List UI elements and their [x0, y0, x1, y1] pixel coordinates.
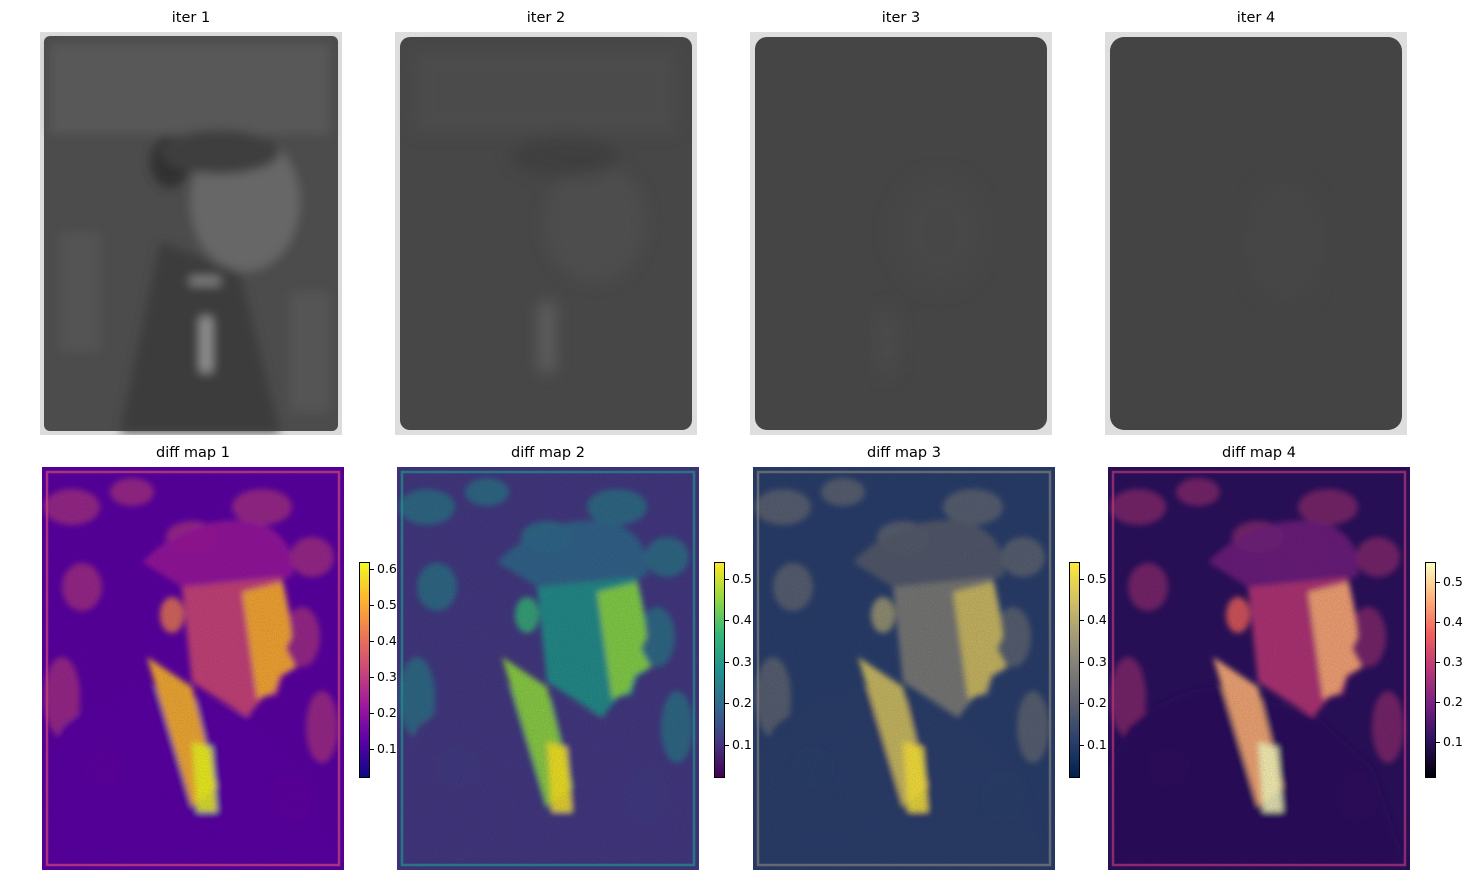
colorbar-2-tick-label: 0.2	[732, 695, 752, 710]
colorbar-4-tick-mark	[1436, 742, 1440, 743]
colorbar-4-tick-label: 0.4	[1443, 614, 1463, 629]
colorbar-3-tick-label: 0.2	[1087, 695, 1107, 710]
iter-image-3	[750, 32, 1052, 435]
diff-map-1	[42, 467, 344, 870]
iter-image-1	[40, 32, 342, 435]
heatmap-noise	[42, 467, 344, 870]
colorbar-4	[1425, 562, 1436, 778]
panel-title-iter-3: iter 3	[881, 10, 921, 26]
iter-image-4	[1105, 32, 1407, 435]
colorbar-1	[359, 562, 370, 778]
colorbar-1-tick-mark	[370, 605, 374, 606]
colorbar-1-tick-label: 0.6	[377, 561, 397, 576]
colorbar-1-tick-label: 0.3	[377, 669, 397, 684]
colorbar-1-tick-mark	[370, 713, 374, 714]
diff-map-4	[1108, 467, 1410, 870]
diff-map-3-svg	[753, 467, 1055, 870]
colorbar-2-tick-label: 0.4	[732, 612, 752, 627]
colorbar-4-tick-label: 0.1	[1443, 734, 1463, 749]
colorbar-2-tick-mark	[725, 662, 729, 663]
heatmap-noise	[397, 467, 699, 870]
colorbar-4-tick-label: 0.2	[1443, 694, 1463, 709]
colorbar-3-tick-mark	[1080, 620, 1084, 621]
iter-image-2	[395, 32, 697, 435]
diff-map-2	[397, 467, 699, 870]
colorbar-3-tick-mark	[1080, 662, 1084, 663]
heatmap-frame	[1111, 470, 1407, 867]
colorbar-4-tick-label: 0.3	[1443, 654, 1463, 669]
panel-title-diff-map-3: diff map 3	[867, 445, 941, 461]
iter-image-3-svg	[750, 32, 1052, 435]
heatmap-frame	[45, 470, 341, 867]
heatmap-frame	[756, 470, 1052, 867]
colorbar-1-tick-label: 0.4	[377, 633, 397, 648]
colorbar-2	[714, 562, 725, 778]
panel-title-iter-2: iter 2	[526, 10, 566, 26]
panel-title-iter-1: iter 1	[171, 10, 211, 26]
colorbar-1-tick-mark	[370, 749, 374, 750]
colorbar-3-tick-label: 0.1	[1087, 737, 1107, 752]
colorbar-1-tick-label: 0.2	[377, 705, 397, 720]
diff-map-3	[753, 467, 1055, 870]
panel-title-iter-4: iter 4	[1236, 10, 1276, 26]
colorbar-4-tick-label: 0.5	[1443, 574, 1463, 589]
colorbar-2-tick-label: 0.5	[732, 571, 752, 586]
heatmap-frame	[400, 470, 696, 867]
colorbar-3-tick-mark	[1080, 745, 1084, 746]
colorbar-1-tick-label: 0.1	[377, 741, 397, 756]
diff-map-4-svg	[1108, 467, 1410, 870]
panel-title-diff-map-2: diff map 2	[511, 445, 585, 461]
colorbar-4-tick-mark	[1436, 662, 1440, 663]
colorbar-3-tick-mark	[1080, 579, 1084, 580]
colorbar-3-tick-label: 0.3	[1087, 654, 1107, 669]
iter-image-4-svg	[1105, 32, 1407, 435]
colorbar-4-tick-mark	[1436, 622, 1440, 623]
colorbar-2-tick-mark	[725, 703, 729, 704]
iter-image-1-svg	[40, 32, 342, 435]
panel-title-diff-map-1: diff map 1	[156, 445, 230, 461]
colorbar-1-tick-mark	[370, 677, 374, 678]
colorbar-2-tick-mark	[725, 620, 729, 621]
colorbar-3	[1069, 562, 1080, 778]
colorbar-4-tick-mark	[1436, 582, 1440, 583]
iter-image-2-svg	[395, 32, 697, 435]
colorbar-3-tick-label: 0.5	[1087, 571, 1107, 586]
panel-title-diff-map-4: diff map 4	[1222, 445, 1296, 461]
colorbar-2-tick-label: 0.1	[732, 737, 752, 752]
colorbar-2-tick-mark	[725, 745, 729, 746]
heatmap-noise	[1108, 467, 1410, 870]
colorbar-3-tick-label: 0.4	[1087, 612, 1107, 627]
colorbar-4-tick-mark	[1436, 702, 1440, 703]
colorbar-1-tick-mark	[370, 569, 374, 570]
colorbar-2-tick-label: 0.3	[732, 654, 752, 669]
diff-map-2-svg	[397, 467, 699, 870]
colorbar-1-tick-label: 0.5	[377, 597, 397, 612]
diff-map-1-svg	[42, 467, 344, 870]
colorbar-1-tick-mark	[370, 641, 374, 642]
colorbar-2-tick-mark	[725, 579, 729, 580]
heatmap-noise	[753, 467, 1055, 870]
colorbar-3-tick-mark	[1080, 703, 1084, 704]
